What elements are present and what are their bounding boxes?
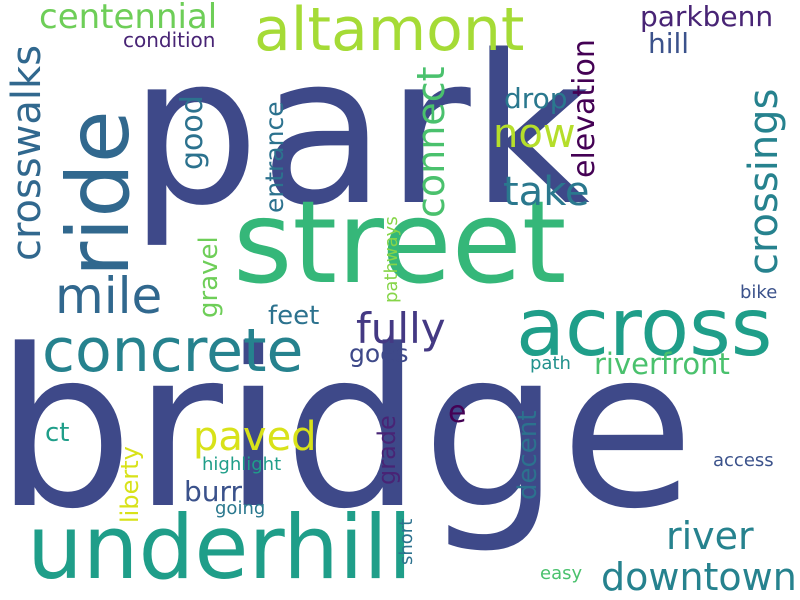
word-ct: ct (45, 418, 70, 448)
word-crossings: crossings (741, 88, 787, 275)
word-take: take (503, 169, 590, 215)
word-centennial: centennial (39, 0, 218, 37)
word-across: across (516, 281, 773, 374)
word-drop: drop (504, 82, 568, 115)
word-parkbenn: parkbenn (640, 0, 774, 33)
word-paved: paved (193, 414, 317, 460)
word-hill: hill (648, 27, 690, 60)
word-goes: goes (349, 339, 409, 368)
word-burr: burr (184, 475, 243, 508)
word-entrance: entrance (260, 101, 289, 213)
word-street: street (233, 176, 567, 309)
word-easy: easy (540, 563, 583, 584)
word-bridge: bridge (0, 304, 695, 557)
word-short: short (396, 518, 417, 565)
word-underhill: underhill (27, 496, 413, 599)
word-elevation: elevation (567, 39, 602, 178)
word-liberty: liberty (116, 446, 144, 523)
word-access: access (713, 450, 774, 471)
word-park: park (129, 11, 590, 251)
word-pathways: pathways (381, 216, 402, 303)
word-highlight: highlight (202, 454, 282, 475)
word-crosswalks: crosswalks (4, 44, 50, 261)
word-feet: feet (268, 301, 320, 331)
word-downtown: downtown (601, 555, 797, 599)
word-concrete: concrete (42, 316, 304, 386)
word-bike: bike (740, 282, 778, 303)
word-path: path (530, 353, 571, 374)
word-fully: fully (356, 304, 446, 353)
word-grade: grade (373, 415, 401, 485)
word-now: now (493, 111, 576, 157)
word-gravel: gravel (194, 236, 224, 318)
word-decent: decent (513, 410, 543, 500)
word-altamont: altamont (254, 0, 525, 65)
word-good: good (175, 95, 210, 170)
word-condition: condition (123, 28, 216, 52)
word-riverfront: riverfront (594, 347, 730, 381)
word-e: e (448, 395, 467, 430)
word-going: going (215, 498, 266, 519)
word-river: river (666, 514, 754, 558)
word-connect: connect (409, 66, 453, 218)
word-ride: ride (49, 110, 149, 277)
word-mile: mile (55, 267, 163, 325)
